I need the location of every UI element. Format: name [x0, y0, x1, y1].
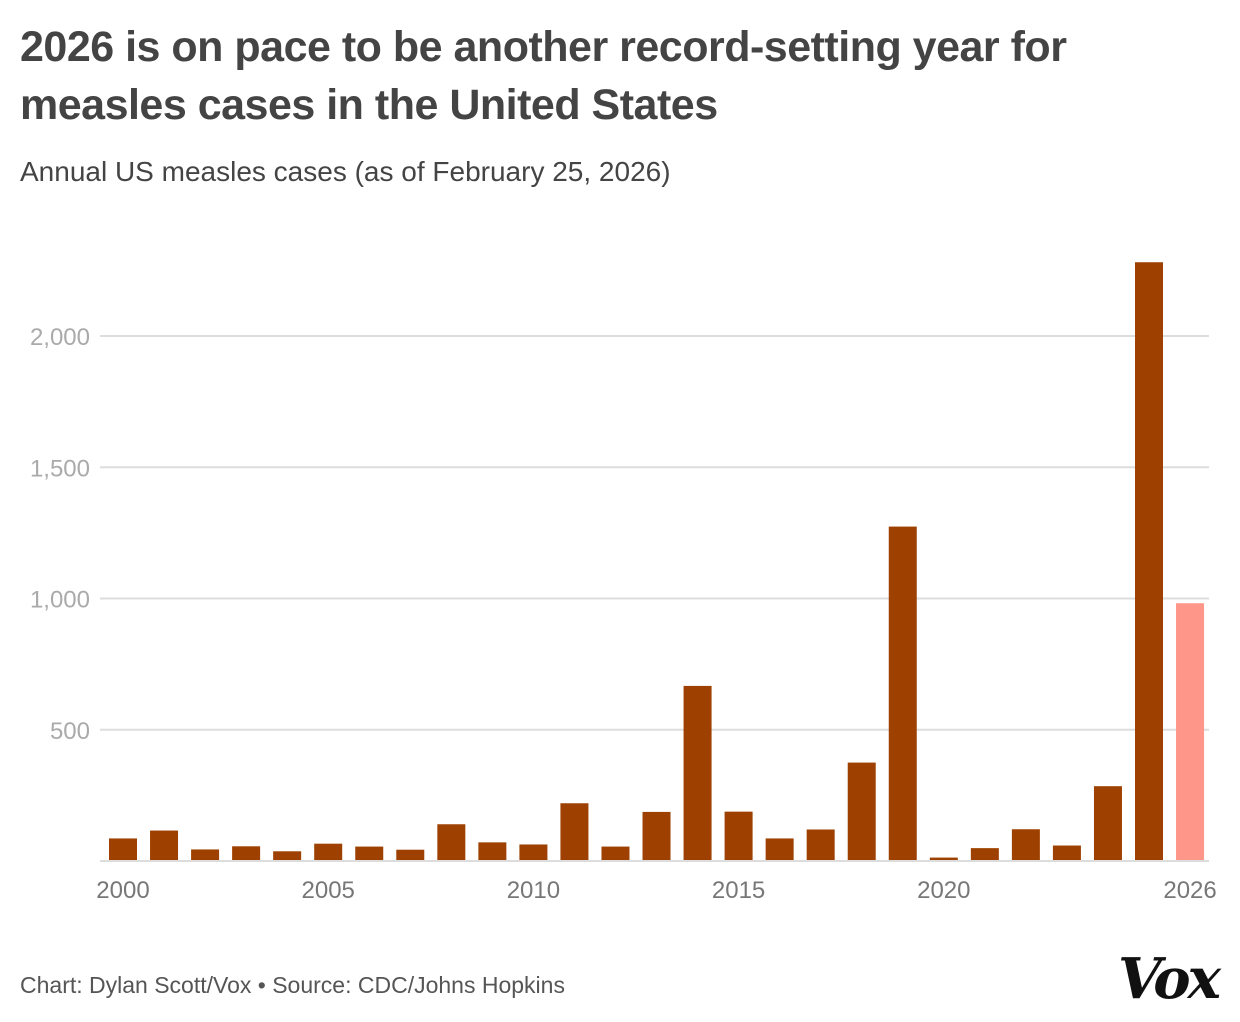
bar-2009: [478, 842, 507, 861]
y-tick-label: 1,500: [30, 455, 90, 482]
bar-2020: [929, 857, 958, 861]
bar-2019: [888, 526, 917, 861]
bar-2003: [232, 846, 261, 861]
bar-chart: 500 1,000 1,500 2,000 2000 2005 2010 2015 2020 20…: [30, 262, 1217, 904]
bar-2008: [437, 824, 466, 861]
bar-2012: [601, 846, 630, 861]
x-tick-label: 2015: [712, 877, 765, 904]
x-tick-label: 2000: [96, 877, 149, 904]
bar-2015: [724, 811, 753, 861]
bar-2024: [1093, 786, 1122, 861]
chart-title: 2026 is on pace to be another record-set…: [20, 23, 1067, 129]
bar-2010: [519, 844, 548, 861]
bar-2017: [806, 829, 835, 861]
bar-2005: [314, 843, 343, 861]
source-credit: Chart: Dylan Scott/Vox • Source: CDC/Joh…: [20, 972, 565, 998]
bar-2018: [847, 762, 876, 861]
bar-2023: [1052, 845, 1081, 861]
bar-2011: [560, 803, 589, 861]
y-tick-label: 1,000: [30, 587, 90, 614]
x-tick-label: 2010: [507, 877, 560, 904]
bar-2014: [683, 685, 712, 861]
bar-2006: [355, 846, 384, 861]
bar-2002: [191, 849, 220, 861]
bar-2004: [273, 851, 302, 861]
bar-2000: [109, 838, 137, 861]
bar-2001: [150, 830, 179, 861]
bar-2022: [1011, 829, 1040, 861]
bar-2025: [1135, 262, 1163, 861]
x-tick-label: 2020: [917, 877, 970, 904]
y-tick-label: 2,000: [30, 324, 90, 351]
chart-subtitle: Annual US measles cases (as of February …: [20, 156, 671, 187]
bar-2007: [396, 849, 425, 861]
bar-2021: [970, 848, 999, 861]
bar-2013: [642, 811, 671, 861]
bar-2026: [1176, 603, 1205, 861]
bar-2016: [765, 838, 794, 861]
x-tick-label: 2026: [1163, 877, 1216, 904]
y-tick-label: 500: [50, 718, 90, 745]
x-tick-label: 2005: [302, 877, 355, 904]
vox-logo: Vox: [1117, 946, 1221, 1012]
